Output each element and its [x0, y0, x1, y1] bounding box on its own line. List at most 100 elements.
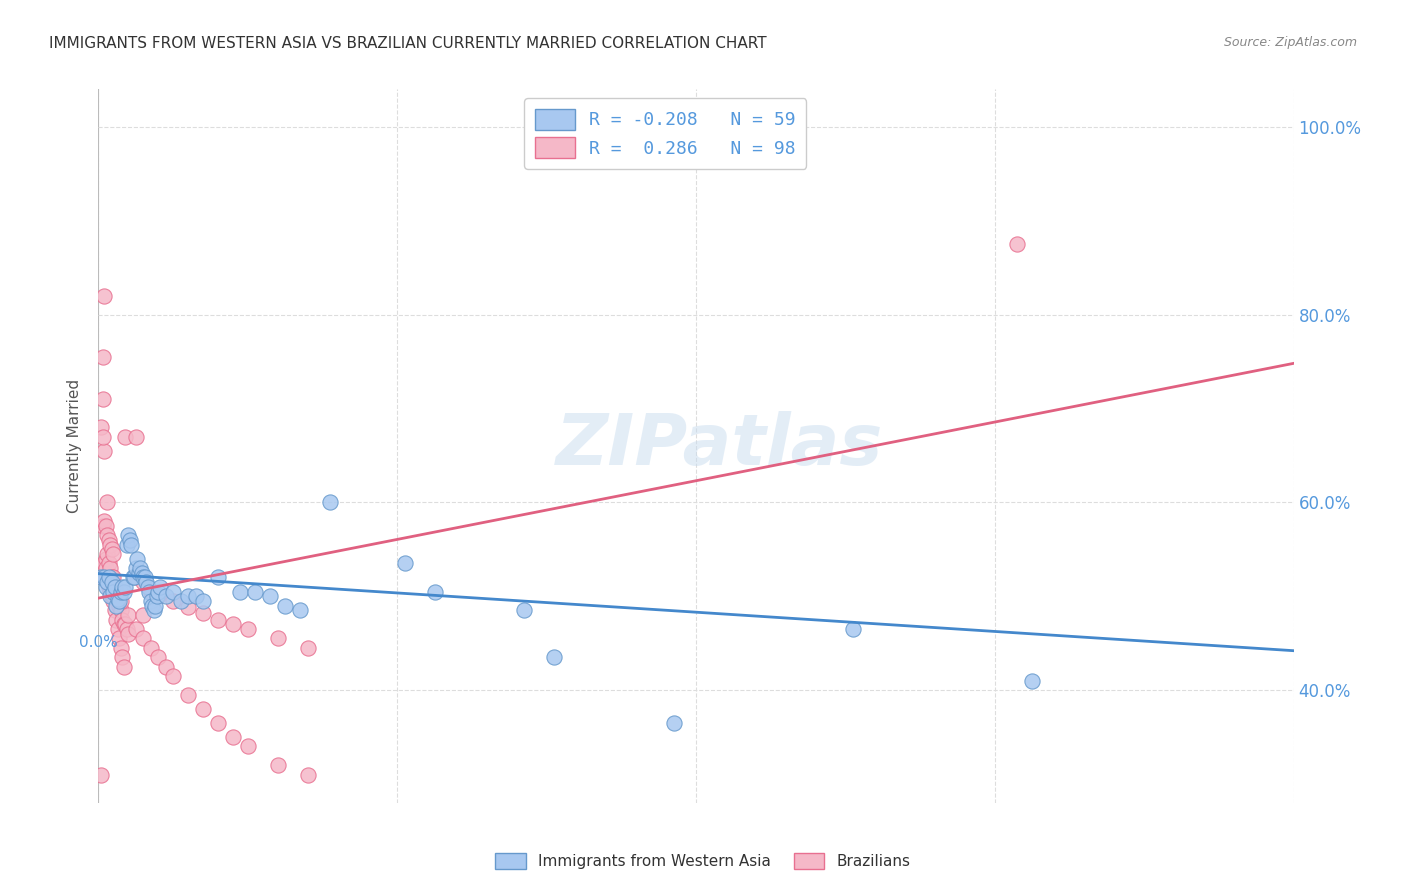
Point	[91, 429, 114, 443]
Point	[288, 603, 311, 617]
Point	[115, 622, 138, 636]
Point	[169, 594, 191, 608]
Point	[207, 716, 229, 731]
Point	[141, 599, 163, 613]
Point	[97, 557, 120, 571]
Point	[117, 607, 139, 622]
Point	[103, 584, 125, 599]
Point	[96, 570, 118, 584]
Point	[177, 589, 200, 603]
Point	[91, 570, 114, 584]
Point	[274, 599, 297, 613]
Point	[112, 659, 135, 673]
Point	[108, 632, 131, 646]
Point	[96, 528, 118, 542]
Point	[236, 739, 259, 754]
Point	[105, 589, 128, 603]
Point	[125, 429, 148, 443]
Point	[543, 650, 565, 665]
Point	[148, 584, 170, 599]
Point	[108, 599, 131, 613]
Point	[131, 566, 153, 580]
Point	[142, 603, 165, 617]
Point	[111, 580, 134, 594]
Point	[121, 570, 143, 584]
Point	[90, 420, 112, 434]
Point	[145, 589, 167, 603]
Point	[134, 570, 156, 584]
Point	[93, 570, 115, 584]
Point	[105, 599, 128, 613]
Point	[110, 594, 132, 608]
Point	[107, 622, 129, 636]
Point	[120, 538, 142, 552]
Point	[148, 589, 170, 603]
Point	[155, 589, 177, 603]
Point	[135, 575, 157, 590]
Point	[191, 606, 214, 620]
Point	[124, 570, 146, 584]
Point	[111, 613, 134, 627]
Point	[97, 580, 120, 594]
Point	[96, 547, 118, 561]
Point	[319, 495, 342, 509]
Point	[114, 580, 136, 594]
Point	[101, 542, 124, 557]
Point	[1021, 673, 1043, 688]
Point	[100, 589, 122, 603]
Point	[139, 584, 162, 599]
Point	[132, 632, 155, 646]
Point	[107, 592, 129, 607]
Point	[90, 570, 112, 584]
Point	[103, 594, 125, 608]
Point	[94, 518, 117, 533]
Point	[139, 640, 162, 655]
Text: ZIPatlas: ZIPatlas	[557, 411, 883, 481]
Y-axis label: Currently Married: Currently Married	[67, 379, 83, 513]
Point	[96, 575, 118, 590]
Point	[136, 580, 159, 594]
Point	[129, 561, 152, 575]
Point	[118, 533, 141, 547]
Point	[110, 640, 132, 655]
Point	[139, 594, 162, 608]
Legend: Immigrants from Western Asia, Brazilians: Immigrants from Western Asia, Brazilians	[489, 847, 917, 875]
Point	[117, 627, 139, 641]
Point	[267, 758, 290, 772]
Point	[115, 538, 138, 552]
Point	[184, 589, 207, 603]
Point	[104, 580, 127, 594]
Point	[259, 589, 281, 603]
Point	[662, 716, 685, 731]
Point	[103, 547, 125, 561]
Point	[149, 580, 172, 594]
Point	[1005, 237, 1028, 252]
Point	[207, 613, 229, 627]
Point	[222, 617, 245, 632]
Point	[236, 622, 259, 636]
Point	[132, 575, 155, 590]
Point	[117, 528, 139, 542]
Legend: R = -0.208   N = 59, R =  0.286   N = 98: R = -0.208 N = 59, R = 0.286 N = 98	[524, 98, 807, 169]
Point	[103, 589, 125, 603]
Point	[132, 570, 155, 584]
Point	[297, 767, 319, 781]
Point	[91, 392, 114, 406]
Point	[94, 561, 117, 575]
Point	[111, 650, 134, 665]
Point	[103, 570, 125, 584]
Point	[100, 538, 122, 552]
Point	[132, 607, 155, 622]
Point	[125, 561, 148, 575]
Point	[93, 289, 115, 303]
Point	[177, 688, 200, 702]
Point	[207, 570, 229, 584]
Point	[101, 589, 124, 603]
Point	[222, 730, 245, 744]
Point	[104, 603, 127, 617]
Point	[297, 640, 319, 655]
Point	[138, 584, 160, 599]
Point	[101, 570, 124, 584]
Point	[114, 429, 136, 443]
Point	[394, 557, 416, 571]
